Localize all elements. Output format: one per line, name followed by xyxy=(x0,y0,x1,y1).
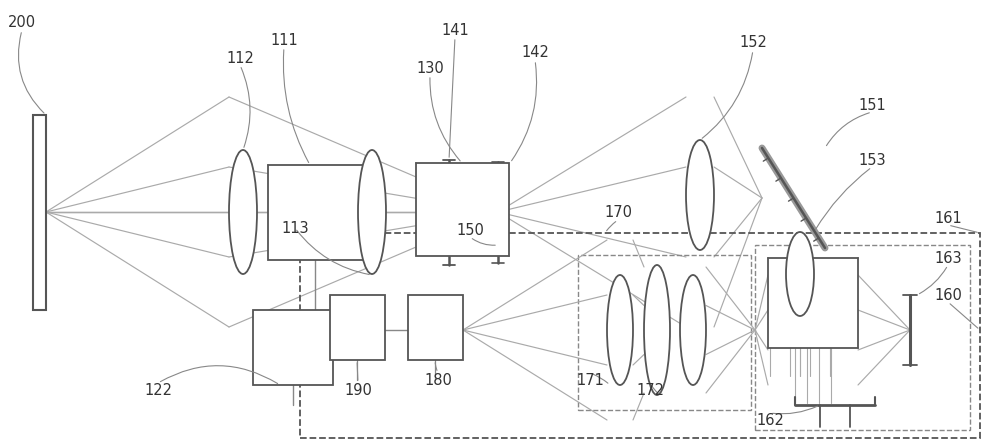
Text: 160: 160 xyxy=(934,288,962,302)
Text: 180: 180 xyxy=(424,372,452,388)
Text: 141: 141 xyxy=(441,22,469,38)
Text: 112: 112 xyxy=(226,51,254,65)
Bar xyxy=(408,295,463,360)
Text: 142: 142 xyxy=(521,44,549,60)
Text: 170: 170 xyxy=(604,204,632,220)
Bar xyxy=(416,163,509,256)
Text: 163: 163 xyxy=(934,250,962,266)
Text: 113: 113 xyxy=(281,220,309,236)
Text: 161: 161 xyxy=(934,211,962,225)
Bar xyxy=(33,115,46,310)
Bar xyxy=(578,255,751,410)
Bar xyxy=(755,245,970,430)
Ellipse shape xyxy=(680,275,706,385)
Bar xyxy=(300,233,980,438)
Ellipse shape xyxy=(686,140,714,250)
Text: 150: 150 xyxy=(456,223,484,237)
Text: 122: 122 xyxy=(144,383,172,397)
Ellipse shape xyxy=(644,265,670,395)
Text: 162: 162 xyxy=(756,413,784,427)
Bar xyxy=(268,165,363,260)
Text: 111: 111 xyxy=(270,33,298,47)
Ellipse shape xyxy=(229,150,257,274)
Ellipse shape xyxy=(358,150,386,274)
Text: 190: 190 xyxy=(344,383,372,397)
Text: 151: 151 xyxy=(858,98,886,112)
Text: 130: 130 xyxy=(416,60,444,76)
Bar xyxy=(768,258,858,348)
Text: 153: 153 xyxy=(858,152,886,168)
Ellipse shape xyxy=(786,232,814,316)
Ellipse shape xyxy=(607,275,633,385)
Bar xyxy=(330,295,385,360)
Text: 152: 152 xyxy=(739,34,767,49)
Text: 200: 200 xyxy=(8,14,36,30)
Text: 172: 172 xyxy=(636,383,664,397)
Bar xyxy=(253,310,333,385)
Text: 171: 171 xyxy=(576,372,604,388)
